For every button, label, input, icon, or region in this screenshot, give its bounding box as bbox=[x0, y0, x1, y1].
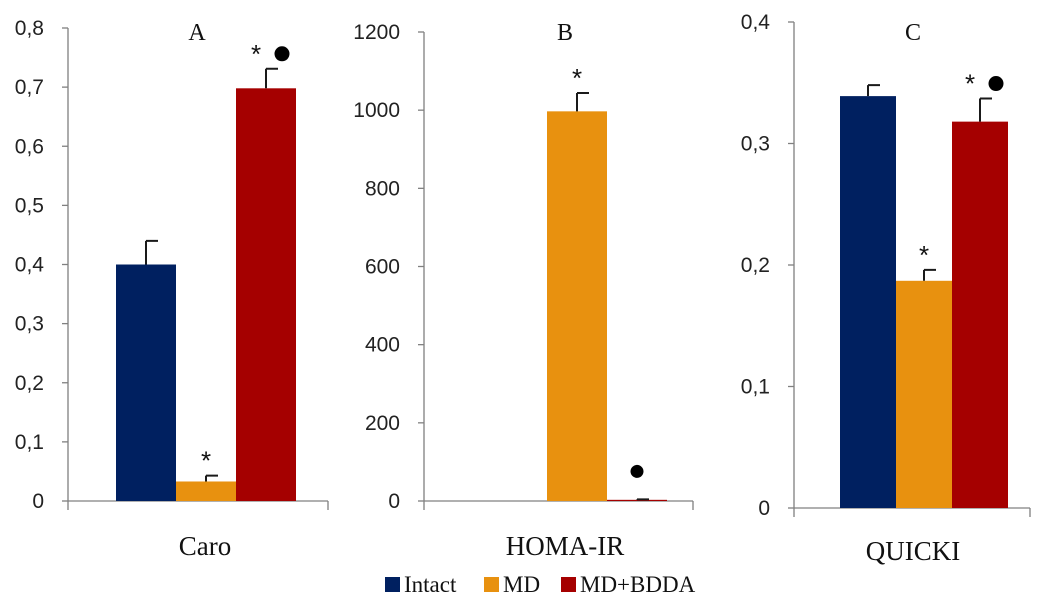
bar-md bbox=[176, 481, 236, 501]
y-tick-label: 0,4 bbox=[15, 254, 45, 277]
significance-dot bbox=[630, 464, 644, 478]
y-tick-label: 0 bbox=[758, 497, 770, 520]
bar-md-bdda bbox=[952, 121, 1008, 508]
significance-star: * bbox=[965, 69, 975, 99]
error-bar bbox=[979, 97, 992, 122]
bar-md bbox=[896, 280, 952, 508]
y-tick-label: 0,6 bbox=[15, 135, 44, 158]
legend-label: Intact bbox=[404, 572, 457, 597]
panel-c-title: C bbox=[905, 20, 921, 46]
panel-b-title: B bbox=[557, 20, 573, 46]
error-bar bbox=[205, 474, 218, 482]
significance-star: * bbox=[201, 446, 211, 476]
panel-b-homa-ir: B 0 200 400 600 800 1000 1200 HOMA-IR * bbox=[353, 20, 694, 561]
error-bar bbox=[265, 67, 278, 89]
bar-intact bbox=[116, 264, 176, 501]
y-tick-label: 0,3 bbox=[15, 313, 44, 336]
legend-swatch-md-bdda bbox=[561, 577, 576, 592]
error-bar bbox=[145, 239, 158, 265]
legend-swatch-md bbox=[484, 577, 499, 592]
y-tick-label: 1000 bbox=[353, 99, 400, 122]
legend: Intact MD MD+BDDA bbox=[385, 572, 696, 597]
legend-swatch-intact bbox=[385, 577, 400, 592]
error-bar bbox=[923, 268, 936, 281]
y-tick-label: 0,4 bbox=[741, 11, 771, 34]
y-tick-label: 0,7 bbox=[15, 76, 44, 99]
significance-star: * bbox=[919, 240, 929, 270]
y-tick-label: 400 bbox=[365, 334, 400, 357]
y-tick-label: 0,1 bbox=[741, 376, 770, 399]
bar-md-bdda bbox=[236, 88, 296, 502]
y-tick-label: 1200 bbox=[353, 21, 400, 44]
y-tick-label: 0,2 bbox=[741, 254, 770, 277]
legend-label: MD+BDDA bbox=[580, 572, 696, 597]
y-tick-label: 0,5 bbox=[15, 194, 44, 217]
y-tick-label: 0,2 bbox=[15, 372, 44, 395]
significance-dot bbox=[988, 76, 1004, 92]
bar-md bbox=[547, 111, 607, 501]
legend-label: MD bbox=[503, 572, 540, 597]
significance-dot bbox=[274, 46, 290, 62]
category-label: QUICKI bbox=[866, 536, 961, 566]
y-tick-label: 0,3 bbox=[741, 133, 770, 156]
y-tick-label: 0 bbox=[32, 490, 44, 513]
y-tick-label: 0,1 bbox=[15, 431, 44, 454]
y-tick-label: 600 bbox=[365, 256, 400, 279]
y-tick-label: 0 bbox=[388, 490, 400, 513]
bar-intact bbox=[840, 96, 896, 509]
panel-a-caro: A 0 0,1 0,2 0,3 0,4 0,5 0,6 0,7 0,8 Caro * * bbox=[15, 17, 329, 561]
category-label: HOMA-IR bbox=[506, 531, 625, 561]
panel-c-quicki: C 0 0,1 0,2 0,3 0,4 QUICKI * * bbox=[741, 11, 1031, 566]
category-label: Caro bbox=[179, 531, 231, 561]
y-tick-label: 800 bbox=[365, 177, 400, 200]
panel-a-title: A bbox=[188, 20, 206, 46]
error-bar bbox=[576, 91, 589, 112]
significance-star: * bbox=[572, 63, 582, 93]
y-tick-label: 200 bbox=[365, 412, 400, 435]
error-bar bbox=[867, 84, 880, 97]
y-tick-label: 0,8 bbox=[15, 17, 44, 40]
significance-star: * bbox=[251, 39, 261, 69]
